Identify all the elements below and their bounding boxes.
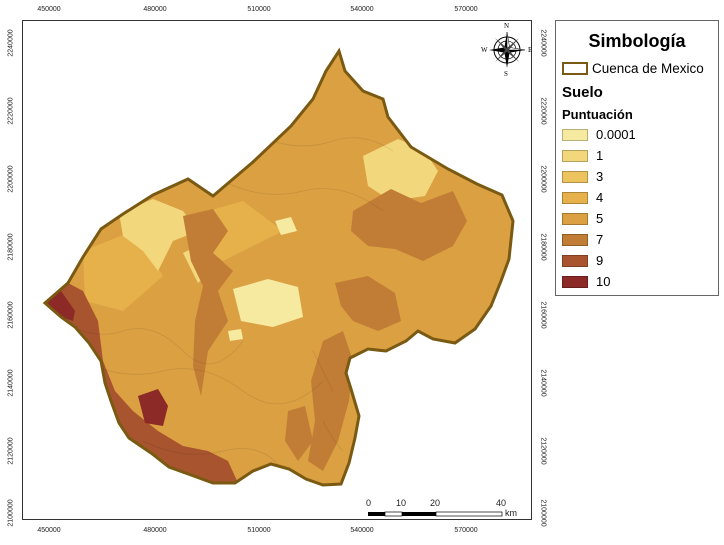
scale-unit: km [505,508,517,518]
legend-item: 5 [562,211,603,226]
y-tick-left: 2100000 [7,499,15,527]
legend-item: 4 [562,190,603,205]
compass-s: S [504,70,508,78]
legend: Simbología Cuenca de Mexico Suelo Puntua… [555,20,719,296]
compass-icon: N S W E [477,22,537,82]
legend-item: 3 [562,169,603,184]
y-tick-left: 2220000 [7,97,15,125]
x-tick-top: 570000 [454,6,478,13]
y-tick-right: 2200000 [539,165,547,193]
legend-layer: Suelo [562,84,603,101]
legend-swatch [562,149,588,162]
boundary-swatch [562,62,588,75]
y-tick-right: 2140000 [539,369,547,397]
x-tick-bottom: 570000 [454,527,478,534]
legend-swatch [562,275,588,288]
y-tick-left: 2200000 [7,165,15,193]
legend-item-label: 5 [596,211,604,226]
map-frame[interactable] [22,20,532,520]
y-tick-left: 2140000 [7,369,15,397]
y-tick-right: 2100000 [539,499,547,527]
x-tick-bottom: 450000 [37,527,61,534]
y-tick-left: 2180000 [7,233,15,261]
legend-swatch [562,233,588,246]
scale-bar: 0 10 20 40 km [366,498,517,520]
x-tick-bottom: 540000 [350,527,374,534]
scale-label: 40 [496,498,507,508]
x-tick-top: 480000 [143,6,167,13]
x-tick-bottom: 480000 [143,527,167,534]
compass-e: E [528,46,533,54]
legend-item-label: 0.0001 [596,127,636,142]
y-tick-right: 2160000 [539,301,547,329]
x-tick-bottom: 510000 [247,527,271,534]
legend-swatch [562,254,588,267]
legend-item-label: 10 [596,274,611,289]
scale-label: 0 [366,498,372,508]
x-tick-top: 540000 [350,6,374,13]
y-tick-left: 2240000 [7,29,15,57]
scale-label: 20 [430,498,441,508]
legend-swatch [562,212,588,225]
legend-score: Puntuación [562,107,633,122]
legend-boundary-label: Cuenca de Mexico [592,61,704,76]
y-tick-right: 2240000 [539,29,547,57]
legend-swatch [562,191,588,204]
legend-item-label: 4 [596,190,604,205]
basin-map[interactable] [23,21,532,520]
legend-item-label: 9 [596,253,604,268]
legend-item-label: 3 [596,169,604,184]
compass-n: N [504,22,510,30]
legend-item-label: 1 [596,148,604,163]
legend-item: 1 [562,148,603,163]
y-tick-right: 2220000 [539,97,547,125]
legend-item: 10 [562,274,610,289]
y-tick-right: 2180000 [539,233,547,261]
y-tick-left: 2120000 [7,437,15,465]
basin-boundary [42,47,515,487]
y-tick-right: 2120000 [539,437,547,465]
legend-swatch [562,170,588,183]
legend-boundary: Cuenca de Mexico [562,61,704,76]
x-tick-top: 510000 [247,6,271,13]
legend-item: 9 [562,253,603,268]
x-tick-top: 450000 [37,6,61,13]
legend-item: 7 [562,232,603,247]
scale-label: 10 [396,498,407,508]
legend-item: 0.0001 [562,127,636,142]
legend-item-label: 7 [596,232,604,247]
legend-swatch [562,128,588,141]
legend-title: Simbología [588,31,686,51]
y-tick-left: 2160000 [7,301,15,329]
compass-w: W [481,46,488,54]
